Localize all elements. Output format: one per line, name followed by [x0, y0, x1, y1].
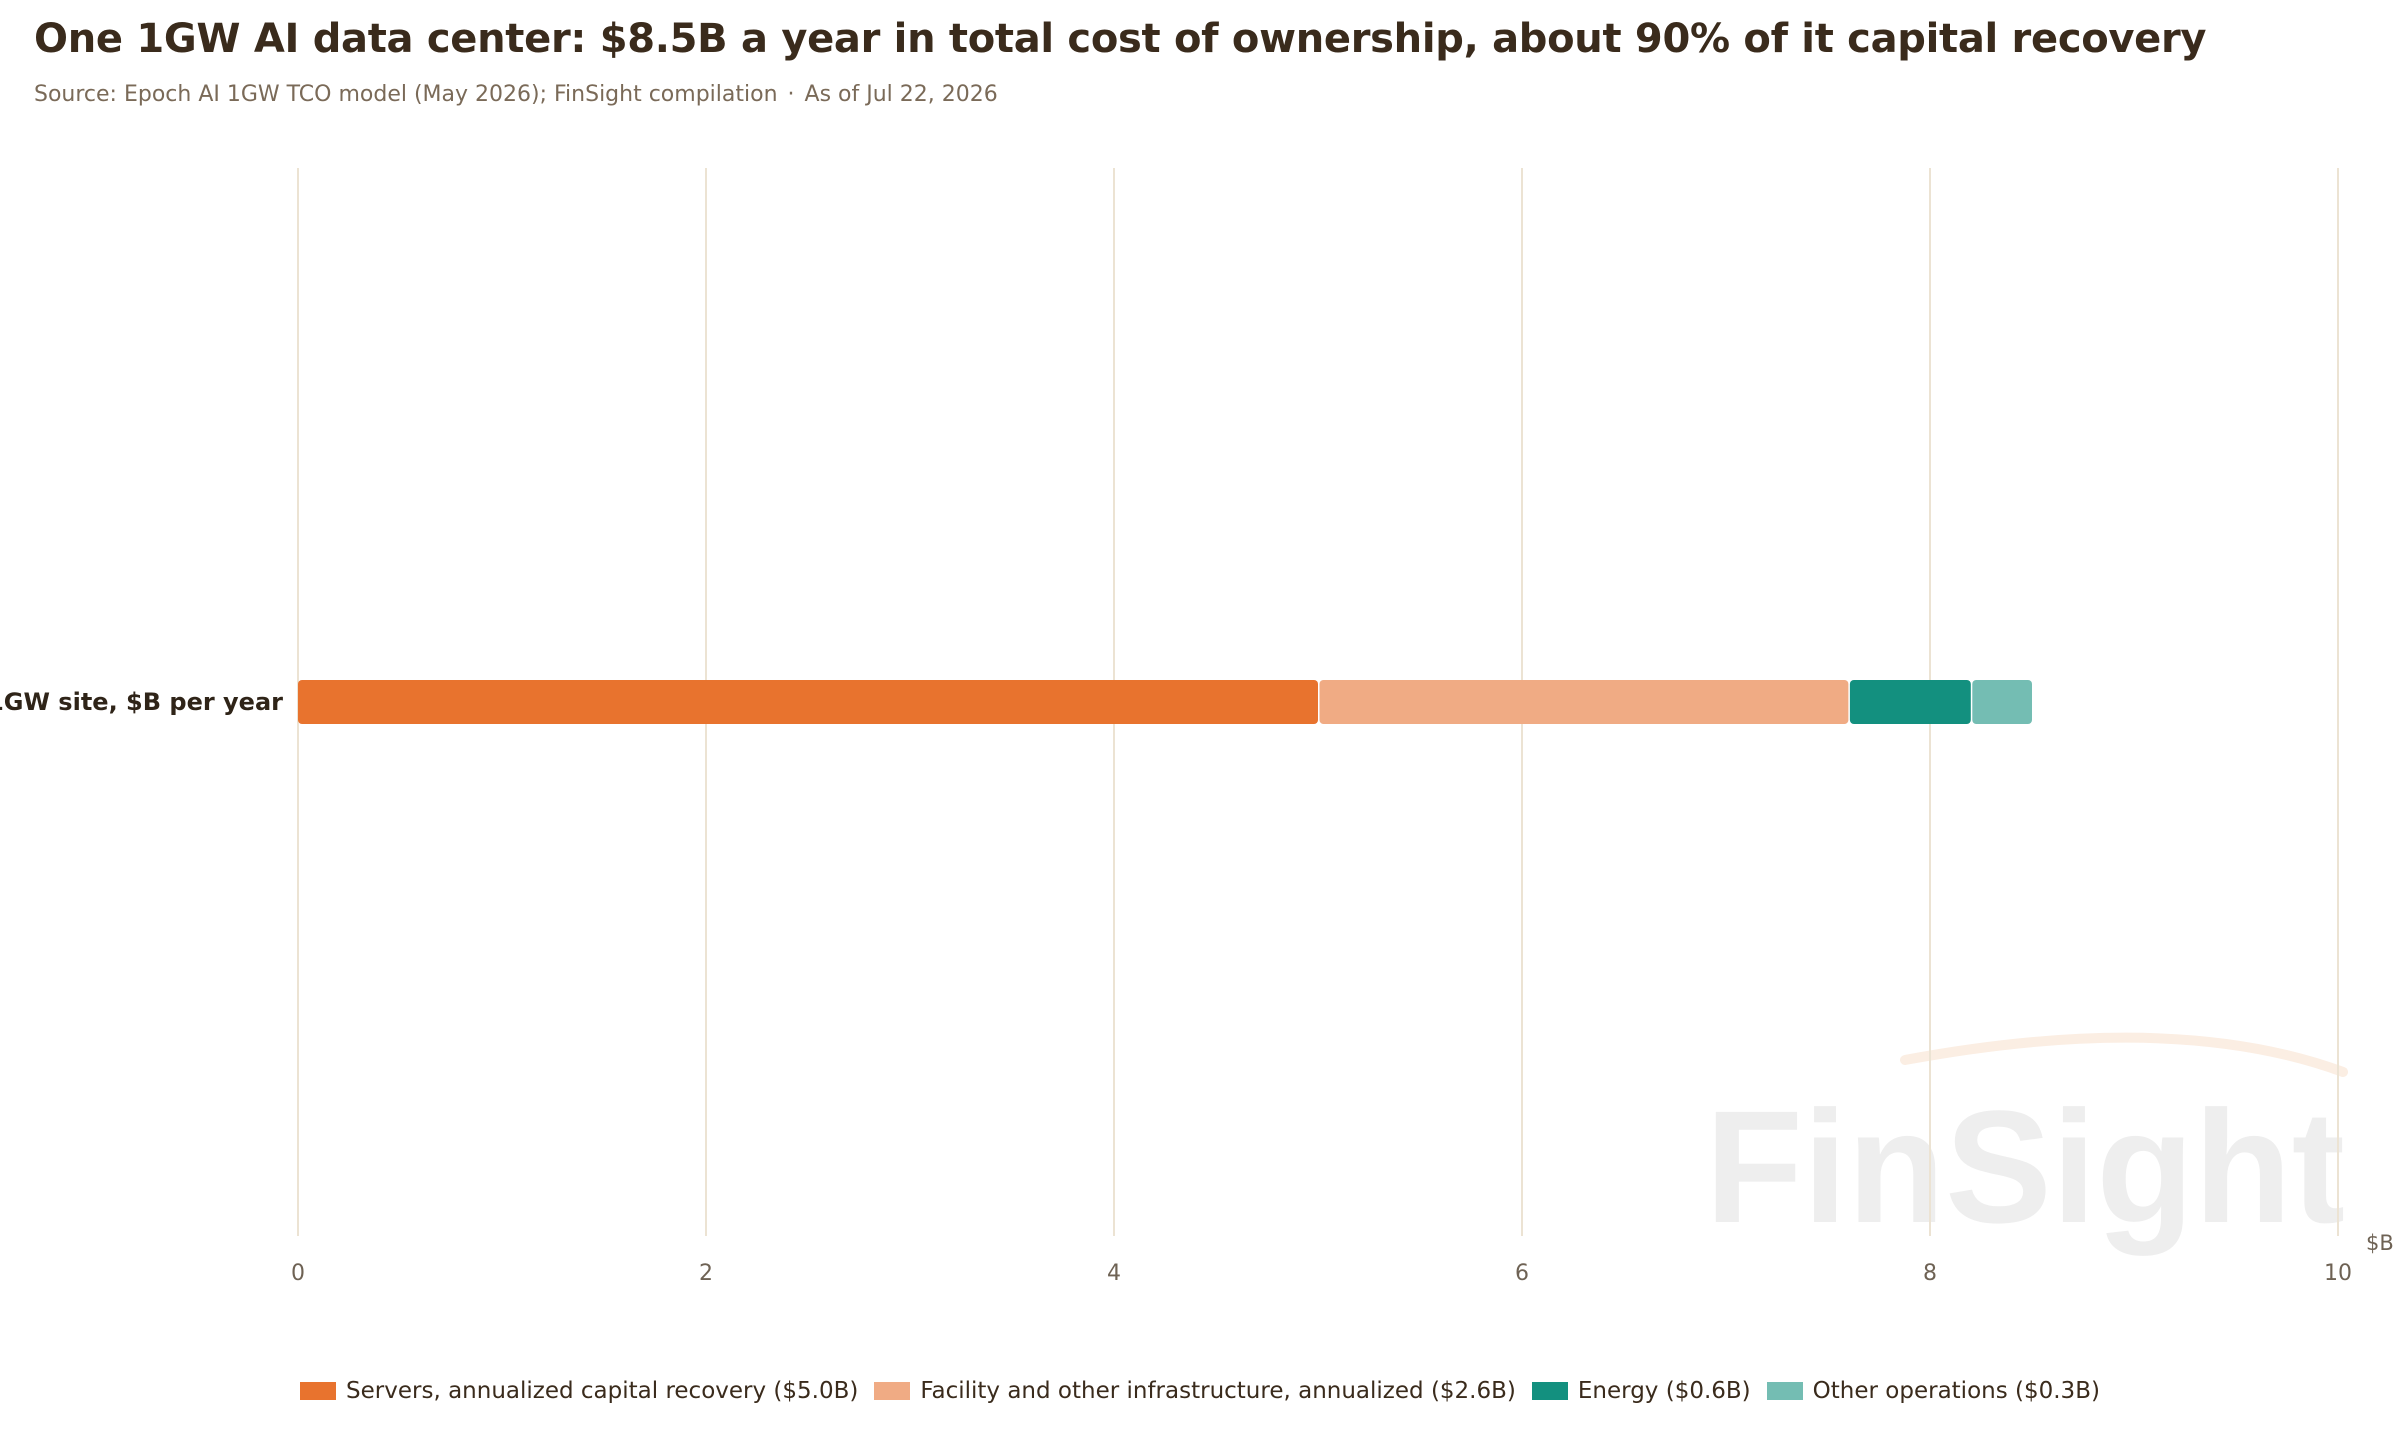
x-axis-unit: $B — [2366, 1231, 2394, 1255]
watermark-text: FinSight — [1705, 1077, 2345, 1256]
x-tick-label: 6 — [1515, 1261, 1529, 1286]
legend-swatch — [1766, 1382, 1803, 1400]
bar-segment-2 — [1319, 680, 1849, 724]
category-label: 1GW site, $B per year — [0, 688, 283, 716]
as-of-date: As of Jul 22, 2026 — [804, 82, 998, 107]
chart-area: FinSight 0 2 4 6 8 10 $B 1GW site, $B per year — [0, 168, 2394, 1286]
chart-title: One 1GW AI data center: $8.5B a year in … — [34, 16, 2207, 62]
legend-item: Servers, annualized capital recovery ($5… — [300, 1378, 858, 1404]
legend-swatch — [874, 1382, 911, 1400]
legend-item: Facility and other infrastructure, annua… — [874, 1378, 1516, 1404]
legend-item: Energy ($0.6B) — [1531, 1378, 1751, 1404]
subtitle-separator: · — [787, 82, 795, 107]
source-note: Source: Epoch AI 1GW TCO model (May 2026… — [34, 82, 778, 107]
legend-label: Servers, annualized capital recovery ($5… — [346, 1378, 859, 1404]
legend: Servers, annualized capital recovery ($5… — [0, 1378, 2400, 1404]
legend-swatch — [300, 1382, 337, 1400]
x-axis: 0 2 4 6 8 10 $B 1GW site, $B per year — [0, 688, 2394, 1286]
x-tick-label: 8 — [1923, 1261, 1937, 1286]
legend-item: Other operations ($0.3B) — [1766, 1378, 2100, 1404]
x-tick-label: 10 — [2324, 1261, 2352, 1286]
x-tick-label: 2 — [699, 1261, 713, 1286]
legend-label: Facility and other infrastructure, annua… — [920, 1378, 1516, 1404]
watermark-logo: FinSight — [1705, 1032, 2348, 1256]
bar-segment-3 — [1849, 680, 1971, 724]
legend-label: Energy ($0.6B) — [1577, 1378, 1751, 1404]
x-tick-label: 0 — [291, 1261, 305, 1286]
x-tick-label: 4 — [1107, 1261, 1121, 1286]
chart-subtitle: Source: Epoch AI 1GW TCO model (May 2026… — [34, 82, 998, 107]
bars — [298, 680, 2032, 724]
bar-segment-1 — [298, 680, 1318, 724]
legend-label: Other operations ($0.3B) — [1812, 1378, 2100, 1404]
legend-swatch — [1531, 1382, 1568, 1400]
bar-segment-4 — [1972, 680, 2032, 724]
